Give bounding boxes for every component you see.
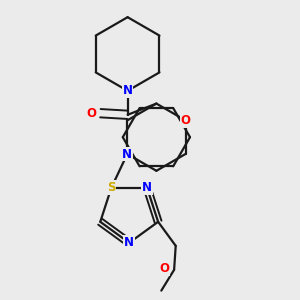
Text: N: N — [124, 236, 134, 249]
Text: O: O — [86, 107, 96, 120]
Text: N: N — [123, 84, 133, 97]
Text: S: S — [107, 181, 116, 194]
Text: N: N — [122, 148, 132, 160]
Text: O: O — [181, 114, 190, 127]
Text: N: N — [142, 181, 152, 194]
Text: O: O — [160, 262, 170, 275]
